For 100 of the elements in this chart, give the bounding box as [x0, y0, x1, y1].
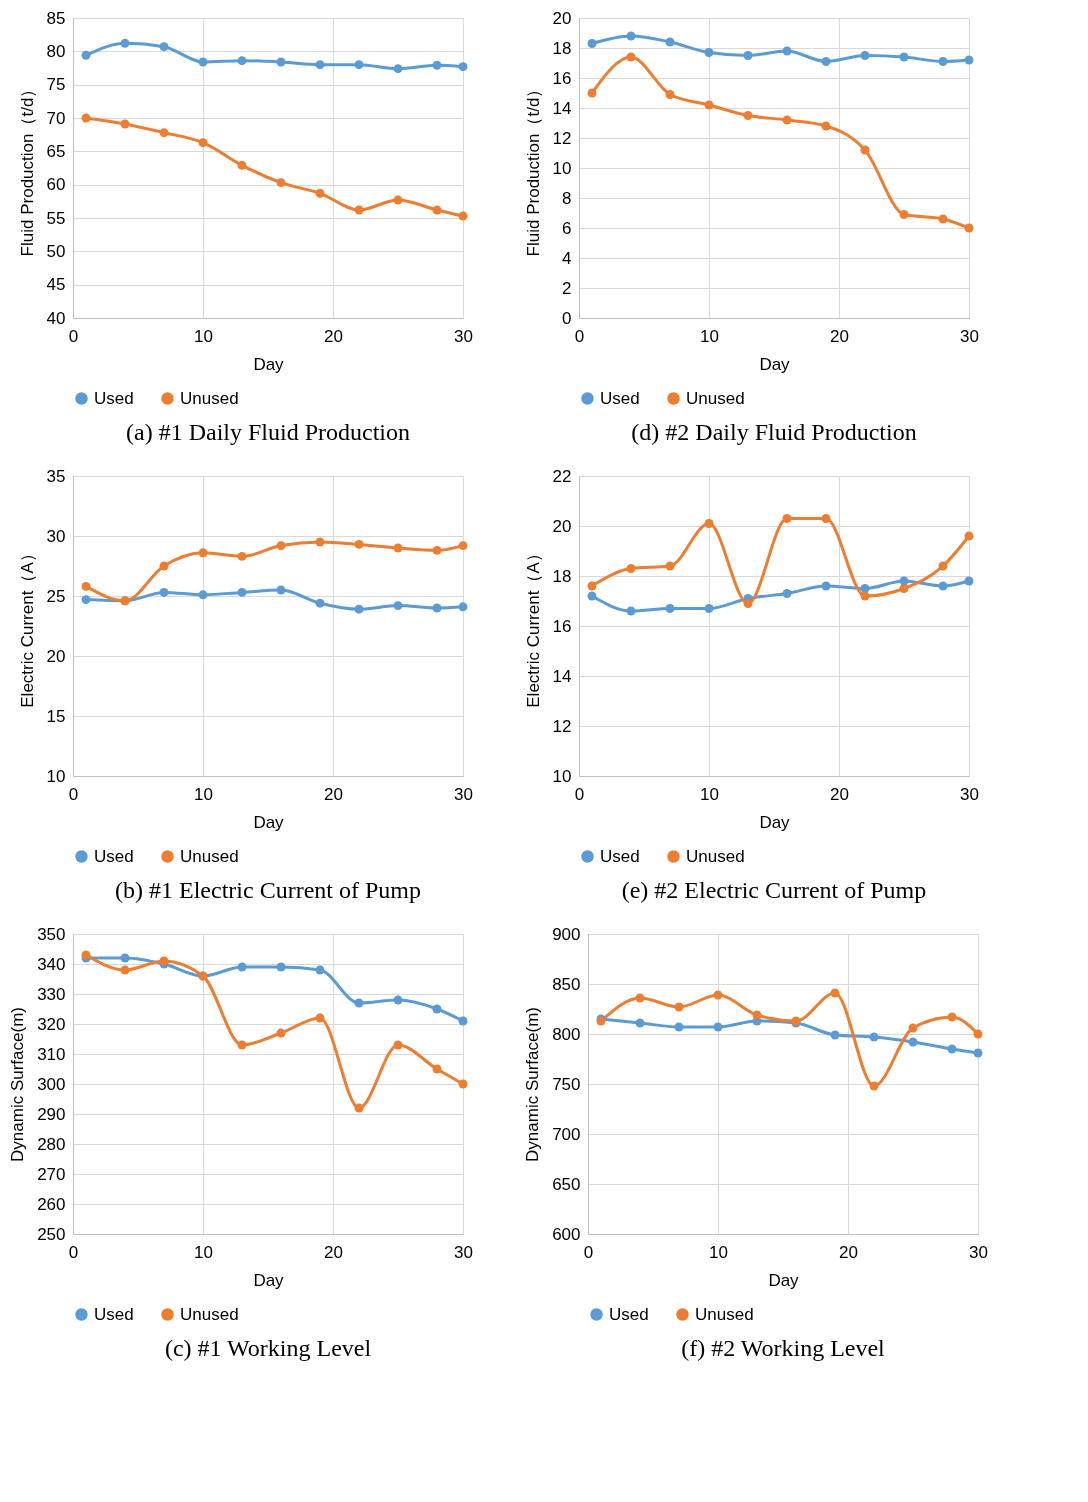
y-tick-label: 330 [37, 984, 66, 1004]
x-tick-label: 0 [68, 1242, 79, 1262]
point [315, 965, 325, 975]
point [237, 160, 247, 170]
point [432, 1064, 442, 1074]
y-tick-label: 260 [37, 1194, 66, 1214]
point [354, 205, 364, 215]
y-tick-label: 18 [552, 38, 572, 58]
legend-label: Used [94, 1304, 134, 1324]
y-tick-label: 40 [46, 308, 66, 328]
point [393, 1040, 403, 1050]
point [81, 595, 91, 605]
point [635, 993, 645, 1003]
y-axis-title: Dynamic Surface(m) [8, 1007, 28, 1162]
point [964, 531, 974, 541]
y-tick-label: 6 [562, 218, 572, 238]
point [938, 57, 948, 66]
y-tick-label: 16 [552, 68, 572, 88]
point [432, 1004, 442, 1014]
point [237, 962, 247, 972]
point [458, 541, 468, 551]
y-tick-label: 20 [46, 646, 66, 666]
point [860, 591, 870, 601]
point [899, 52, 909, 62]
point [947, 1044, 957, 1054]
point [938, 214, 948, 224]
point [458, 602, 468, 612]
y-tick-label: 14 [552, 666, 572, 686]
x-tick-label: 0 [68, 784, 79, 804]
x-tick-label: 30 [960, 326, 979, 346]
x-tick-label: 20 [839, 1242, 858, 1262]
legend-label: Unused [686, 388, 745, 408]
x-tick-label: 10 [700, 326, 719, 346]
point [665, 90, 675, 99]
point [704, 48, 714, 57]
y-axis-title: Fluid Production（t/d） [17, 80, 37, 257]
point [626, 31, 636, 41]
y-tick-label: 280 [37, 1134, 66, 1154]
point [81, 113, 91, 123]
y-tick-label: 750 [552, 1074, 581, 1094]
legend-label: Used [600, 388, 640, 408]
point [626, 606, 636, 616]
point [237, 587, 247, 597]
point [315, 188, 325, 198]
point [120, 119, 130, 129]
point [626, 564, 636, 573]
x-tick-label: 30 [454, 784, 473, 804]
legend-label: Unused [180, 846, 239, 866]
x-axis-title: Day [253, 354, 285, 374]
point [860, 51, 870, 60]
y-tick-label: 10 [552, 766, 572, 786]
y-tick-label: 45 [46, 275, 66, 295]
point [830, 988, 840, 998]
y-tick-label: 850 [552, 974, 581, 994]
point [869, 1081, 879, 1091]
y-axis-title: Electric Current（A） [17, 545, 37, 708]
point [393, 64, 403, 74]
point [665, 604, 675, 613]
point [354, 998, 364, 1008]
y-tick-label: 35 [46, 466, 66, 486]
legend-label: Used [94, 846, 134, 866]
legend-label: Unused [180, 1304, 239, 1324]
point [713, 990, 723, 1000]
y-tick-label: 14 [552, 98, 572, 118]
point [276, 541, 286, 551]
y-axis-title: Fluid Production（t/d） [523, 80, 543, 257]
point [458, 62, 468, 72]
point [704, 100, 714, 110]
point [432, 205, 442, 215]
point [869, 1032, 879, 1042]
point [704, 519, 714, 528]
point [938, 581, 948, 591]
point [237, 56, 247, 66]
y-tick-label: 320 [37, 1014, 66, 1034]
point [458, 1016, 468, 1026]
y-tick-label: 600 [552, 1224, 581, 1244]
point [908, 1023, 918, 1033]
point [821, 121, 831, 131]
y-tick-label: 16 [552, 616, 572, 636]
point [626, 52, 636, 62]
point [782, 115, 792, 125]
y-tick-label: 55 [46, 208, 66, 228]
y-tick-label: 12 [552, 128, 572, 148]
legend-label: Used [600, 846, 640, 866]
x-tick-label: 20 [324, 784, 343, 804]
y-tick-label: 25 [46, 586, 66, 606]
x-axis-title: Day [759, 812, 791, 832]
point [81, 50, 91, 60]
point [276, 1028, 286, 1038]
point [315, 537, 325, 547]
point [899, 210, 909, 219]
x-tick-label: 20 [830, 326, 849, 346]
x-tick-label: 10 [194, 1242, 213, 1262]
point [432, 545, 442, 555]
y-tick-label: 18 [552, 566, 572, 586]
x-tick-label: 30 [454, 326, 473, 346]
point [665, 37, 675, 47]
y-tick-label: 30 [46, 526, 66, 546]
y-tick-label: 85 [46, 8, 66, 28]
point [458, 211, 468, 221]
